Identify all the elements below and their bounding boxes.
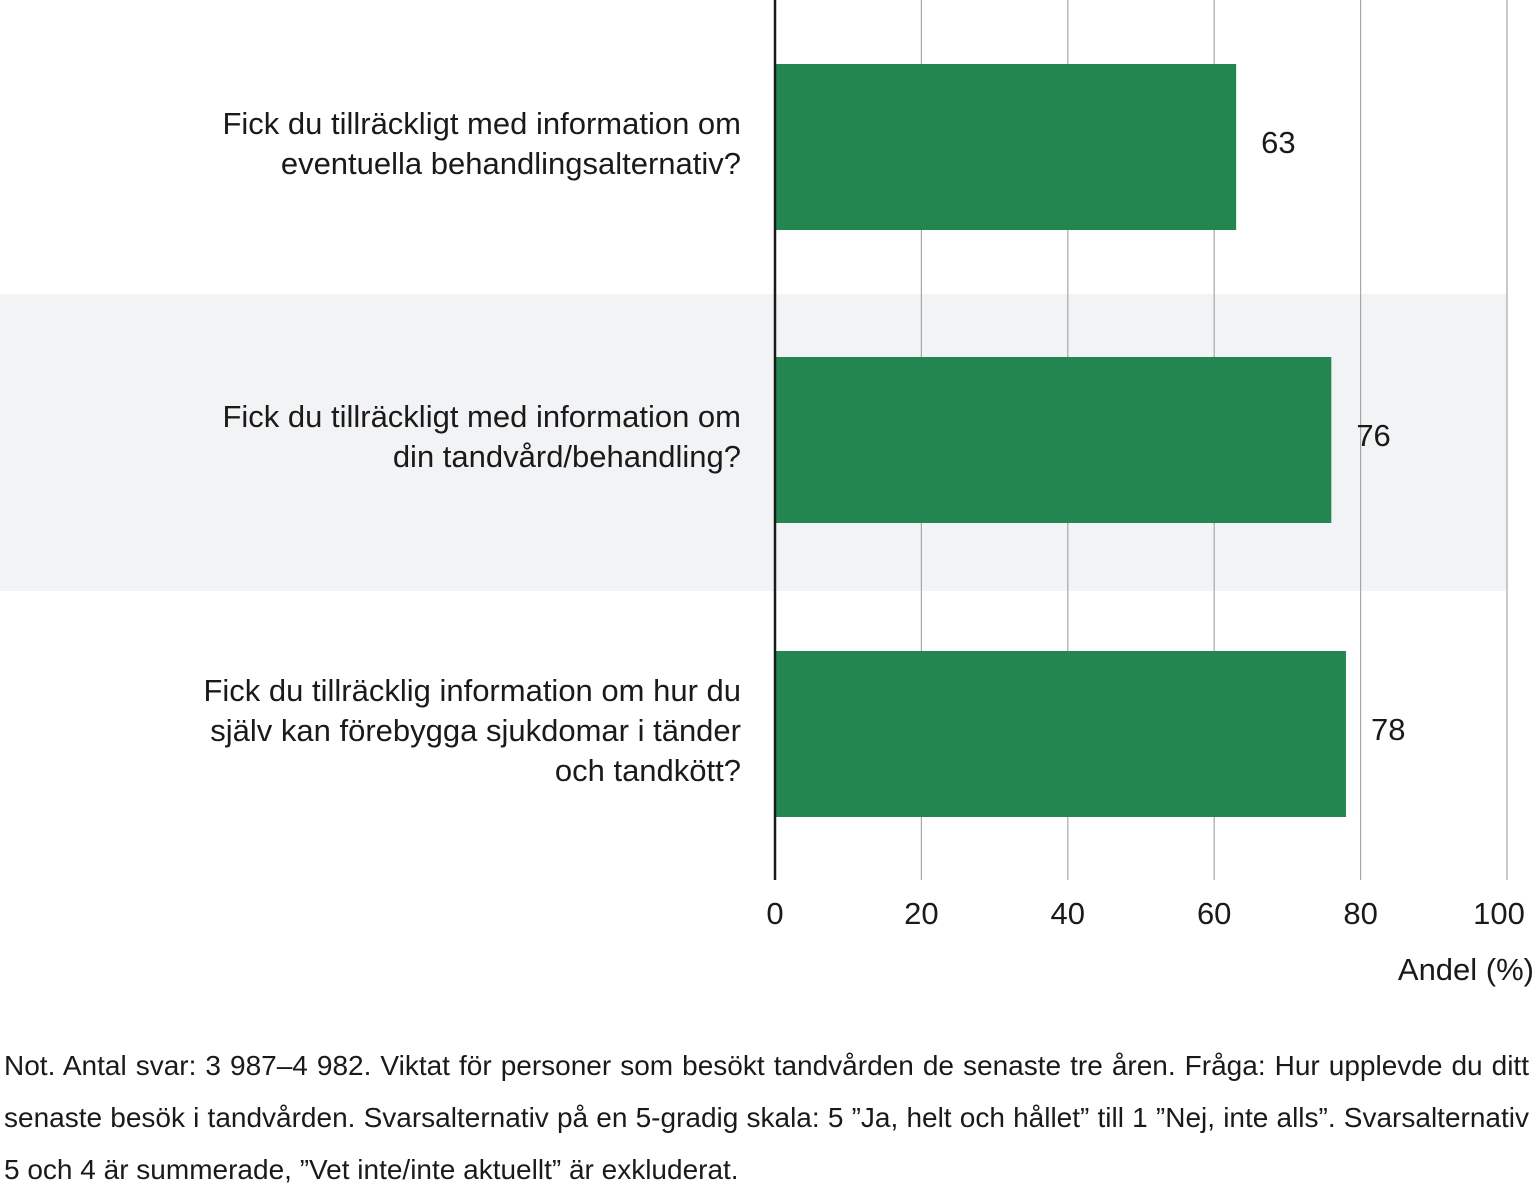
- bar: [775, 357, 1332, 523]
- category-label-line: Fick du tillräckligt med information om: [222, 399, 741, 434]
- category-label-line: din tandvård/behandling?: [392, 439, 741, 474]
- chart-note: Not. Antal svar: 3 987–4 982. Viktat för…: [4, 1050, 1529, 1185]
- category-label: Fick du tillräckligt med information om d…: [121, 397, 741, 477]
- x-tick-label: 60: [1196, 896, 1232, 931]
- value-label: 63: [1261, 125, 1296, 160]
- bars: [775, 64, 1346, 817]
- x-tick-label: 40: [1050, 896, 1086, 931]
- category-label-line: Fick du tillräcklig information om hur d…: [203, 673, 741, 708]
- value-label: 78: [1370, 712, 1406, 747]
- value-label: 76: [1356, 418, 1391, 453]
- x-tick-label: 100: [1473, 896, 1525, 931]
- category-label-line: själv kan förebygga sjukdomar i tänder: [210, 713, 741, 748]
- category-label: Fick du tillräcklig information om hur d…: [121, 671, 741, 791]
- x-tick-label: 0: [766, 896, 784, 931]
- bar: [775, 651, 1346, 817]
- category-label-line: eventuella behandlingsalternativ?: [280, 146, 741, 181]
- category-label-line: och tandkött?: [554, 753, 741, 788]
- category-label: Fick du tillräckligt med information om e…: [121, 104, 741, 184]
- bar-chart: [0, 0, 1508, 880]
- x-tick-label: 80: [1343, 896, 1378, 931]
- bar: [775, 64, 1237, 230]
- x-tick-label: 20: [904, 896, 939, 931]
- x-axis-label: Andel (%): [1397, 952, 1534, 987]
- category-label-line: Fick du tillräckligt med information om: [222, 106, 741, 141]
